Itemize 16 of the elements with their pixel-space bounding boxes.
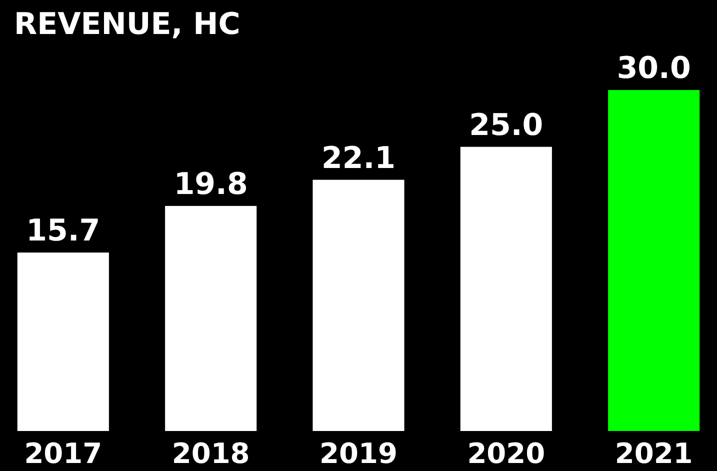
x-tick-label: 2017: [24, 437, 102, 470]
data-label: 30.0: [616, 51, 691, 86]
bar: [608, 90, 700, 431]
bar: [17, 252, 109, 431]
data-label: 19.8: [174, 166, 248, 202]
bar: [460, 146, 552, 431]
bar: [312, 180, 404, 431]
bar: [165, 206, 257, 431]
x-tick-label: 2018: [172, 437, 250, 470]
x-tick-label: 2021: [614, 437, 693, 470]
data-label: 25.0: [469, 108, 544, 143]
x-tick-label: 2020: [467, 437, 546, 470]
x-tick-label: 2019: [320, 437, 398, 470]
chart-title: REVENUE, HC: [14, 7, 240, 42]
data-label: 22.1: [321, 140, 396, 176]
data-label: 15.7: [26, 214, 100, 249]
